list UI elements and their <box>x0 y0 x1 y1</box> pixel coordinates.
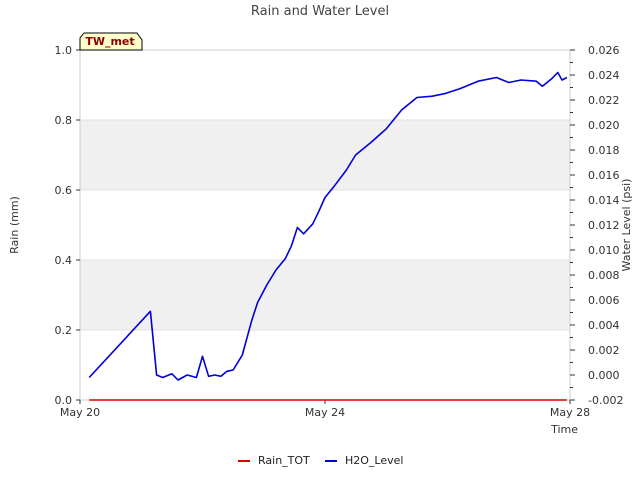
x-axis-ticks: May 20 May 24 May 28 <box>60 400 590 419</box>
left-tick-label: 0.6 <box>55 184 73 197</box>
left-tick-label: 0.4 <box>55 254 73 267</box>
series-line-h2o-level <box>88 71 568 381</box>
x-tick-label: May 20 <box>60 406 100 419</box>
station-badge: TW_met <box>79 32 143 51</box>
left-axis-ticks: 0.0 0.2 0.4 0.6 0.8 1.0 <box>55 44 80 407</box>
x-tick-label: May 28 <box>550 406 590 419</box>
right-tick-label: 0.000 <box>588 369 620 382</box>
x-axis-title: Time <box>550 423 578 436</box>
background-band <box>80 120 570 190</box>
right-tick-label: 0.014 <box>588 194 620 207</box>
left-tick-label: 0.2 <box>55 324 73 337</box>
legend: Rain_TOT H2O_Level <box>238 454 403 467</box>
right-tick-label: 0.022 <box>588 94 620 107</box>
left-tick-label: 0.8 <box>55 114 73 127</box>
left-tick-label: 1.0 <box>55 44 73 57</box>
right-tick-label: 0.012 <box>588 219 620 232</box>
series-lines <box>88 71 568 401</box>
background-band <box>80 260 570 330</box>
right-tick-label: 0.008 <box>588 269 620 282</box>
legend-label-rain: Rain_TOT <box>258 454 310 467</box>
right-axis-ticks: -0.002 0.000 0.002 0.004 0.006 0.008 0.010 0.01… <box>570 44 623 407</box>
left-axis-title: Rain (mm) <box>8 196 21 254</box>
right-tick-label: 0.020 <box>588 119 620 132</box>
right-tick-label: 0.006 <box>588 294 620 307</box>
right-tick-label: -0.002 <box>588 394 623 407</box>
station-badge-shape <box>79 32 143 51</box>
background-bands <box>80 120 570 330</box>
right-axis-title: Water Level (psi) <box>620 179 633 272</box>
right-tick-label: 0.024 <box>588 69 620 82</box>
legend-label-h2o: H2O_Level <box>345 454 403 467</box>
left-tick-label: 0.0 <box>55 394 73 407</box>
right-tick-label: 0.002 <box>588 344 620 357</box>
right-tick-label: 0.010 <box>588 244 620 257</box>
right-tick-label: 0.004 <box>588 319 620 332</box>
station-badge-label: TW_met <box>85 35 134 48</box>
right-tick-label: 0.018 <box>588 144 620 157</box>
chart-title: Rain and Water Level <box>251 4 389 19</box>
right-tick-label: 0.016 <box>588 169 620 182</box>
right-tick-label: 0.026 <box>588 44 620 57</box>
x-tick-label: May 24 <box>305 406 345 419</box>
